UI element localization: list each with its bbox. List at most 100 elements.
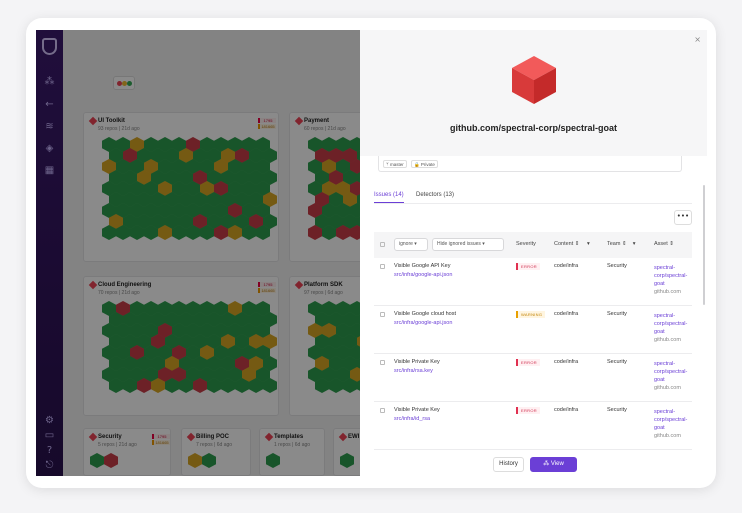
hide-ignored-select[interactable]: Hide ignored issues ▾ (432, 238, 504, 251)
hex-cell (308, 225, 322, 240)
issue-path[interactable]: src/infra/rsa.key (394, 368, 433, 374)
cubes-icon[interactable]: ▦ (44, 165, 55, 176)
row-checkbox[interactable] (380, 264, 385, 269)
help-icon[interactable]: ? (46, 445, 53, 456)
ignore-select[interactable]: ignore ▾ (394, 238, 428, 251)
tab-detectors[interactable]: Detectors (13) (416, 192, 455, 198)
team-card[interactable]: UI Toolkit 93 repos | 21d ago 1795 18166… (83, 112, 279, 262)
hex-cell (263, 356, 277, 371)
hex-cell (340, 453, 354, 468)
hex-cell (158, 367, 172, 382)
hex-cell (256, 345, 270, 360)
hex-cell (336, 367, 350, 382)
scrollbar[interactable] (703, 185, 705, 305)
hex-cell (130, 301, 144, 316)
tab-issues[interactable]: Issues (14) (374, 192, 404, 198)
team-card[interactable]: Payment 60 repos | 21d ago (289, 112, 389, 262)
close-icon[interactable]: × (694, 35, 701, 44)
table-row[interactable]: Visible Private Key src/infra/id_rsa ERR… (374, 402, 692, 450)
hex-cell (242, 301, 256, 316)
hex-cell (343, 334, 357, 349)
col-content[interactable]: Content ⇕ ▾ (554, 241, 590, 247)
issue-path[interactable]: src/infra/google-api.json (394, 320, 453, 326)
team-card[interactable]: Security 5 repos | 21d ago 1795 181665 (83, 428, 171, 476)
asset-cell[interactable]: spectral-corp/spectral-goat github.com (654, 312, 694, 344)
content-cell: code/infra (554, 263, 579, 269)
hex-cell (343, 312, 357, 327)
hex-cell (315, 192, 329, 207)
issue-title[interactable]: Visible Private Key (394, 407, 440, 413)
share-icon[interactable]: ⁂ (44, 76, 55, 87)
panel-header: × github.com/spectral-corp/spectral-goat (360, 30, 707, 156)
card-title: UI Toolkit (98, 118, 125, 124)
hex-cell (263, 312, 277, 327)
hex-cell (207, 378, 221, 393)
hex-cell (200, 225, 214, 240)
hex-cell (123, 148, 137, 163)
team-card[interactable]: Cloud Engineering 70 repos | 21d ago 179… (83, 276, 279, 416)
view-button[interactable]: ⁂ View (530, 457, 577, 472)
issue-title[interactable]: Visible Private Key (394, 359, 440, 365)
asset-name[interactable]: spectral-corp/spectral-goat (654, 265, 688, 287)
logout-icon[interactable]: ⎋ (45, 460, 54, 471)
back-arrow-icon[interactable]: ← (45, 99, 54, 110)
asset-cell[interactable]: spectral-corp/spectral-goat github.com (654, 408, 694, 440)
more-options-button[interactable]: ••• (674, 210, 692, 225)
asset-host: github.com (654, 337, 681, 343)
view-toggle[interactable] (113, 76, 135, 90)
asset-name[interactable]: spectral-corp/spectral-goat (654, 313, 688, 335)
hex-cell (193, 214, 207, 229)
hex-cell (200, 203, 214, 218)
hex-cell (221, 334, 235, 349)
asset-name[interactable]: spectral-corp/spectral-goat (654, 361, 688, 383)
hex-cell (158, 181, 172, 196)
logo-shield-icon[interactable] (42, 38, 57, 55)
hex-cell (172, 159, 186, 174)
hex-cell (102, 301, 116, 316)
severity-badge: ERROR (516, 407, 540, 414)
hex-cell (214, 137, 228, 152)
hex-cell (165, 334, 179, 349)
issue-path[interactable]: src/infra/id_rsa (394, 416, 431, 422)
col-asset[interactable]: Asset ⇕ (654, 241, 674, 247)
select-all-checkbox[interactable] (380, 242, 385, 247)
hex-cell (249, 148, 263, 163)
issue-title[interactable]: Visible Google cloud host (394, 311, 456, 317)
asset-cell[interactable]: spectral-corp/spectral-goat github.com (654, 264, 694, 296)
card-title: Platform SDK (304, 282, 343, 288)
box-icon[interactable]: ◈ (45, 143, 54, 154)
hex-cell (172, 225, 186, 240)
hex-cell (315, 378, 329, 393)
hex-cell (235, 378, 249, 393)
card-title: Templates (274, 434, 304, 440)
hex-cell (116, 225, 130, 240)
hex-cell (249, 356, 263, 371)
row-checkbox[interactable] (380, 312, 385, 317)
hex-cell (322, 367, 336, 382)
hex-cell (336, 323, 350, 338)
team-card[interactable]: Billing POC 7 repos | 6d ago (181, 428, 251, 476)
issue-title[interactable]: Visible Google API Key (394, 263, 451, 269)
row-checkbox[interactable] (380, 360, 385, 365)
team-card[interactable]: Templates 1 repos | 6d ago (259, 428, 325, 476)
col-severity[interactable]: Severity (516, 241, 536, 247)
layers-icon[interactable]: ≋ (45, 121, 54, 132)
asset-name[interactable]: spectral-corp/spectral-goat (654, 409, 688, 431)
hex-cell (329, 214, 343, 229)
issue-path[interactable]: src/infra/google-api.json (394, 272, 453, 278)
view-button-label: View (550, 461, 564, 467)
hex-cell (315, 148, 329, 163)
table-row[interactable]: Visible Google cloud host src/infra/goog… (374, 306, 692, 354)
hex-cell (207, 170, 221, 185)
col-team[interactable]: Team ⇕ ▾ (607, 241, 636, 247)
asset-cell[interactable]: spectral-corp/spectral-goat github.com (654, 360, 694, 392)
book-icon[interactable]: ▭ (44, 430, 55, 441)
table-row[interactable]: Visible Private Key src/infra/rsa.key ER… (374, 354, 692, 402)
settings-icon[interactable]: ⚙ (45, 415, 54, 426)
hex-cell (249, 334, 263, 349)
hex-cell (242, 345, 256, 360)
row-checkbox[interactable] (380, 408, 385, 413)
table-row[interactable]: Visible Google API Key src/infra/google-… (374, 258, 692, 306)
asset-host: github.com (654, 289, 681, 295)
history-button[interactable]: History (493, 457, 524, 472)
